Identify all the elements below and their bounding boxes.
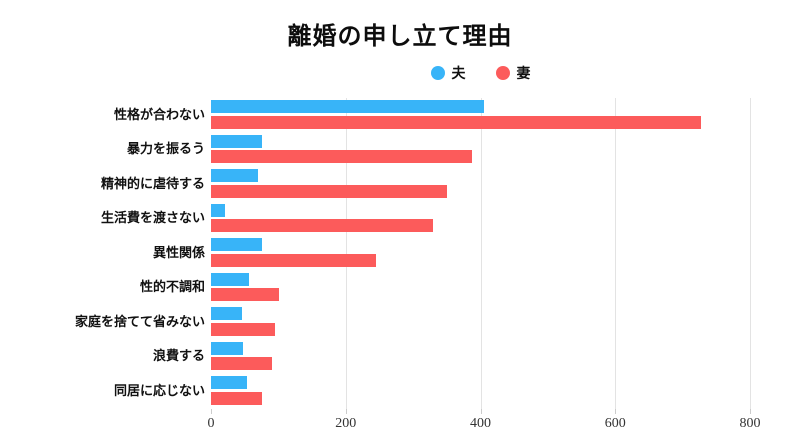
legend-label-wife: 妻 <box>516 65 531 81</box>
category-label: 異性関係 <box>152 244 205 260</box>
category-label: 性格が合わない <box>113 106 205 122</box>
legend-dot-husband-icon <box>430 66 445 80</box>
x-axis-tick <box>345 409 347 414</box>
x-axis-tick <box>615 409 617 414</box>
category-label: 暴力を振るう <box>126 141 205 156</box>
bar-wife <box>211 219 434 232</box>
bar-wife <box>211 288 280 301</box>
gridline <box>615 98 617 409</box>
bar-wife <box>211 115 702 129</box>
bar-husband <box>211 238 263 251</box>
category-label: 生活費を渡さない <box>100 210 205 225</box>
chart-title: 離婚の申し立て理由 <box>287 23 513 50</box>
bar-husband <box>211 100 484 113</box>
category-label: 同居に応じない <box>113 382 205 398</box>
bar-husband <box>211 203 226 217</box>
bar-wife <box>211 150 473 163</box>
legend: 夫 妻 <box>211 63 750 83</box>
bar-husband <box>211 134 263 148</box>
legend-label-husband: 夫 <box>451 65 466 81</box>
bar-wife <box>211 322 275 336</box>
x-tick-label: 600 <box>604 416 626 431</box>
legend-item-wife[interactable]: 妻 <box>495 63 531 83</box>
x-tick-label: 200 <box>335 416 357 431</box>
bar-husband <box>211 307 242 320</box>
gridline <box>480 98 482 409</box>
bar-wife <box>211 391 262 405</box>
legend-item-husband[interactable]: 夫 <box>430 63 466 83</box>
bar-wife <box>211 184 447 198</box>
plot-area: 0 200 400 600 800 性格が合わない暴力を振るう精神的に虐待する 生活費を渡さ… <box>75 98 761 431</box>
x-axis-tick <box>480 409 482 414</box>
category-label: 精神的に虐待する <box>100 175 205 191</box>
bar-husband <box>211 341 244 355</box>
bar-wife <box>211 253 377 267</box>
category-label: 性的不調和 <box>139 279 205 294</box>
bar-husband <box>211 272 250 286</box>
x-tick-label: 0 <box>207 416 215 431</box>
bar-husband <box>211 376 247 389</box>
x-tick-label: 800 <box>739 416 761 431</box>
x-axis-tick <box>211 409 212 414</box>
bar-wife <box>211 357 272 370</box>
gridline <box>750 98 751 409</box>
legend-dot-wife-icon <box>495 66 510 80</box>
category-label: 浪費する <box>152 348 205 363</box>
category-label: 家庭を捨てて省みない <box>74 313 205 329</box>
x-tick-label: 400 <box>470 416 491 431</box>
bar-husband <box>211 169 259 182</box>
x-axis-tick <box>750 409 751 414</box>
